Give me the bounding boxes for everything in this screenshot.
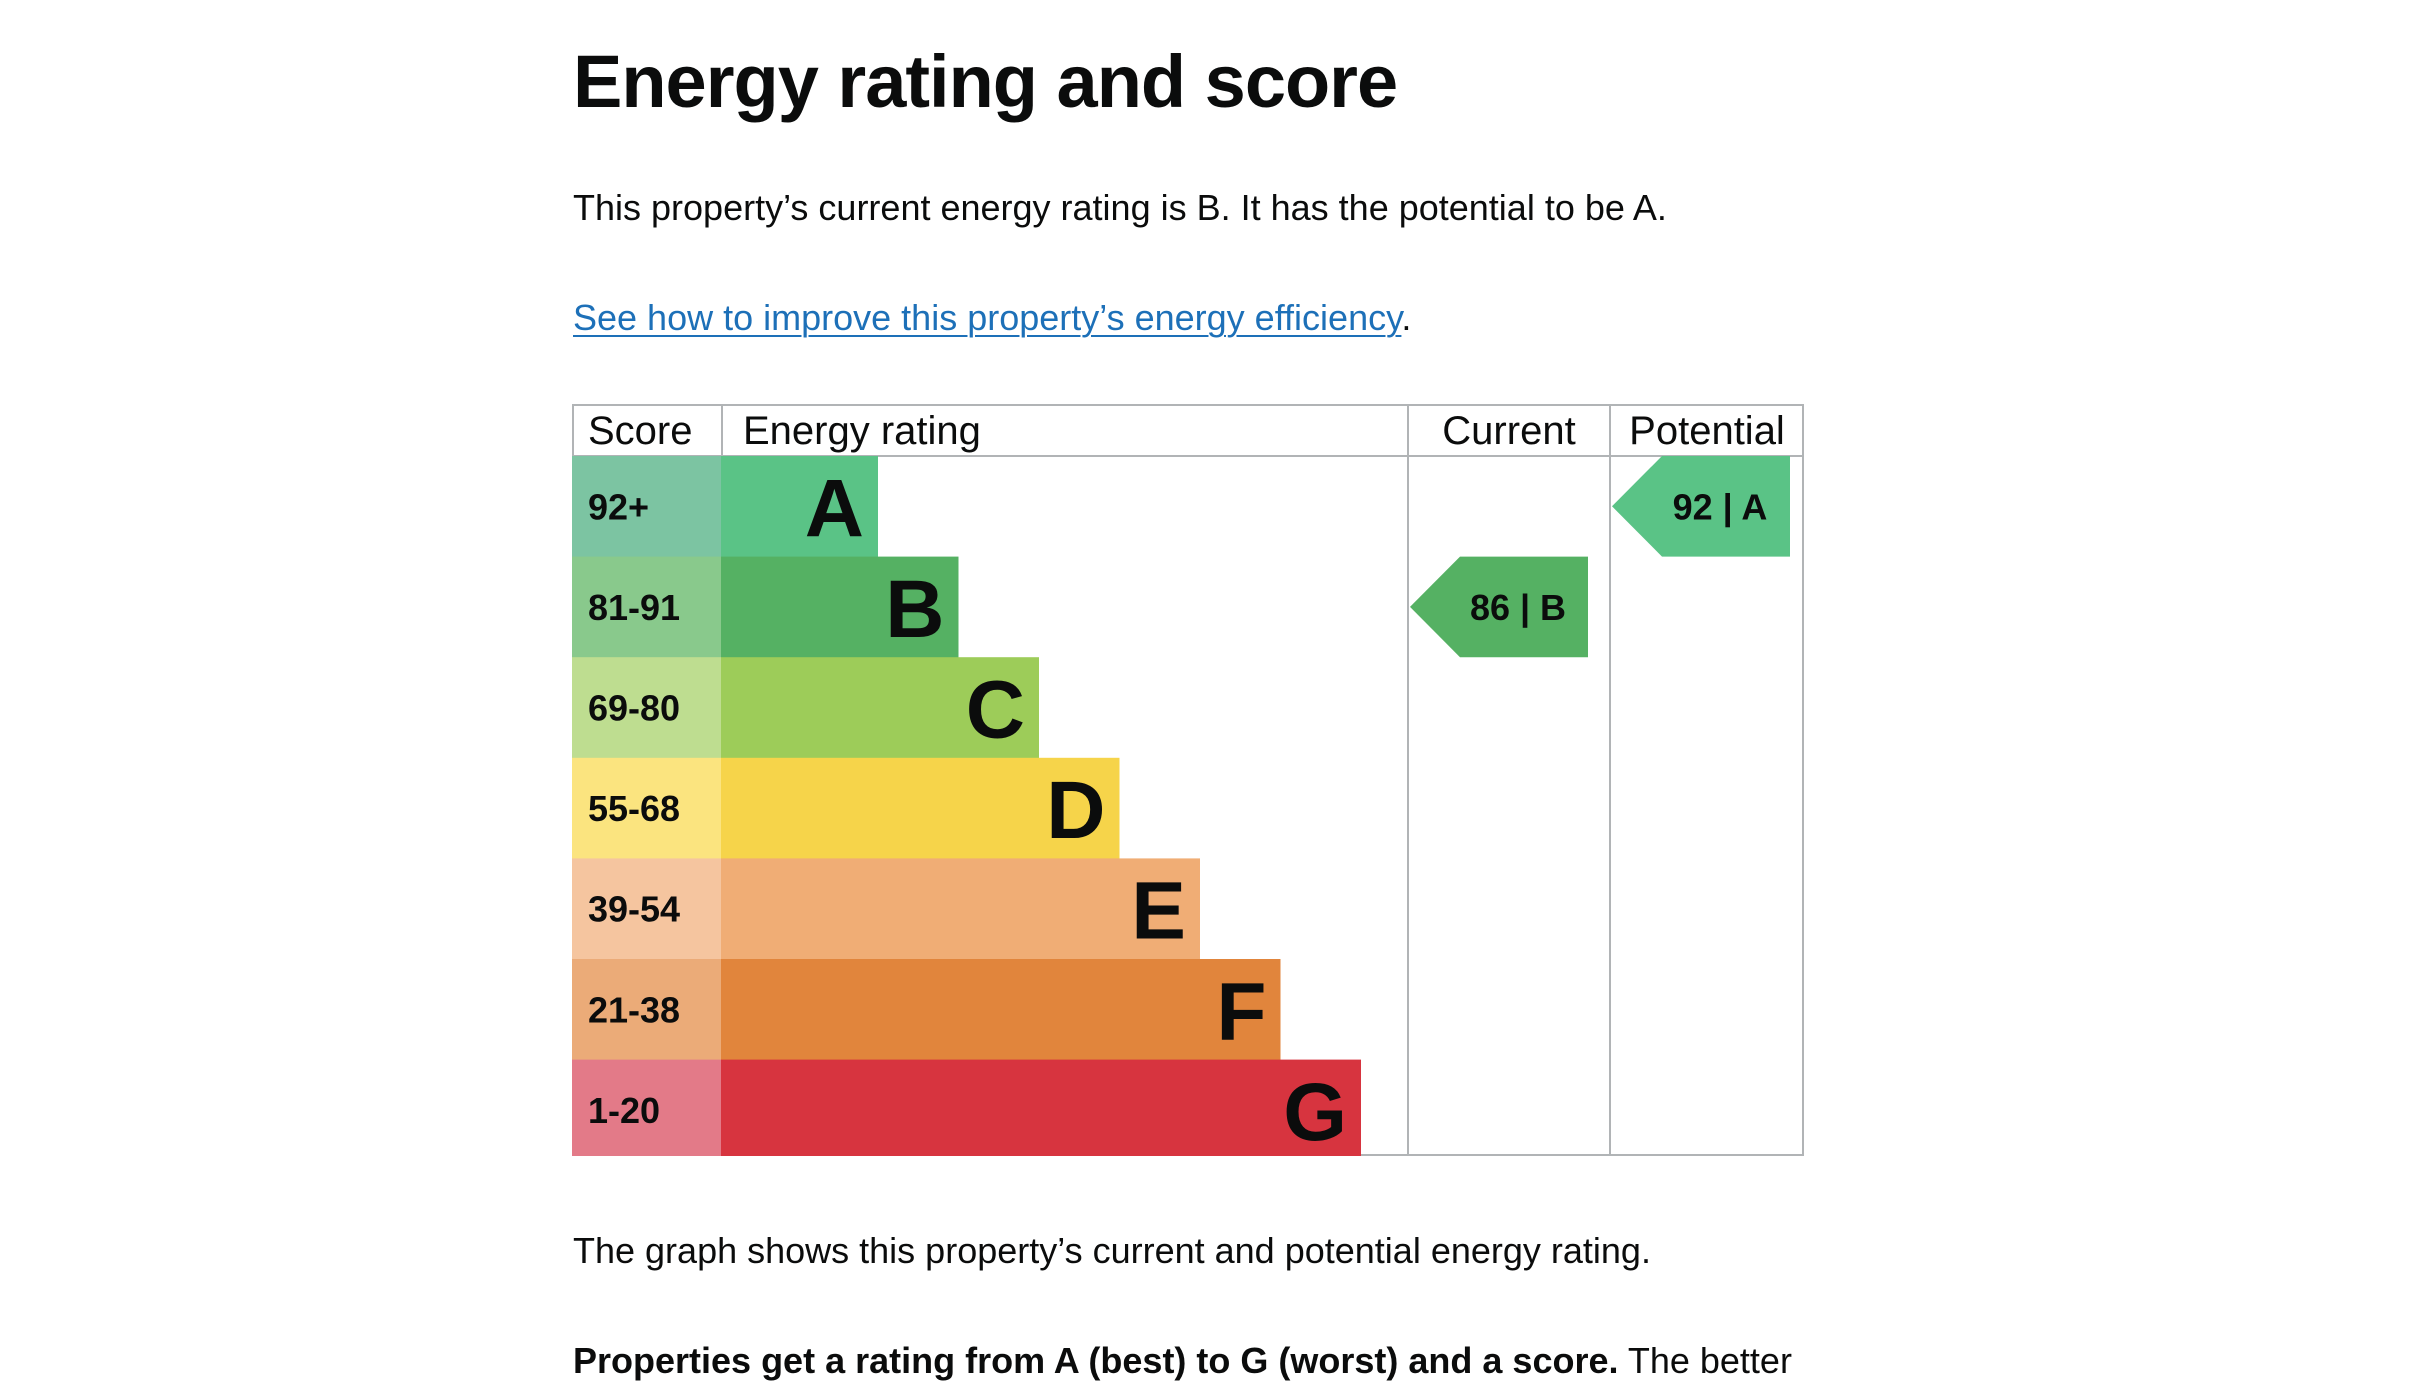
band-d-score-cell	[572, 757, 721, 859]
band-a: 92+ A	[572, 456, 878, 558]
band-c: 69-80 C	[572, 657, 1039, 759]
band-g-bar	[721, 1059, 1361, 1156]
band-a-score-cell	[572, 456, 721, 558]
band-f: 21-38 F	[572, 959, 1281, 1061]
header-energy-rating: Energy rating	[743, 409, 981, 453]
header-current: Current	[1442, 409, 1575, 453]
band-e-score: 39-54	[588, 889, 680, 930]
band-f-score: 21-38	[588, 989, 680, 1030]
band-b-score: 81-91	[588, 587, 680, 628]
band-d-bar	[721, 757, 1120, 859]
current-rating-summary: This property’s current energy rating is…	[573, 187, 1667, 228]
band-a-score: 92+	[588, 486, 649, 527]
band-f-bar	[721, 959, 1281, 1061]
band-f-score-cell	[572, 959, 721, 1061]
band-d-letter: D	[1046, 765, 1105, 856]
band-g-score-cell	[572, 1059, 721, 1156]
band-g: 1-20 G	[572, 1059, 1361, 1156]
header-potential: Potential	[1629, 409, 1785, 453]
rating-markers: 86 | B 92 | A	[1410, 456, 1790, 658]
band-a-bar	[721, 456, 878, 558]
rating-explanation: Properties get a rating from A (best) to…	[573, 1336, 1792, 1386]
improve-paragraph: See how to improve this property’s energ…	[573, 293, 1411, 343]
band-c-letter: C	[966, 665, 1025, 756]
band-f-letter: F	[1216, 966, 1266, 1057]
potential-rating-label: 92 | A	[1673, 486, 1768, 528]
band-b-bar	[721, 556, 959, 658]
improve-efficiency-link[interactable]: See how to improve this property’s energ…	[573, 297, 1402, 338]
energy-rating-graph: Score Energy rating Current Potential 92…	[572, 404, 1804, 1156]
band-c-bar	[721, 657, 1039, 759]
band-b-score-cell	[572, 556, 721, 658]
current-rating-arrow	[1410, 556, 1588, 658]
band-e-bar	[721, 858, 1200, 960]
energy-rating-chart: Score Energy rating Current Potential 92…	[572, 404, 1804, 1156]
improve-link-suffix: .	[1401, 297, 1412, 338]
band-g-score: 1-20	[588, 1090, 660, 1131]
potential-rating-arrow	[1612, 456, 1790, 557]
band-d-score: 55-68	[588, 788, 680, 829]
rating-bands: 92+ A 81-91 B 69-80 C 55-68 D 39-54 E 21-38 F 1-20 G	[572, 456, 1361, 1156]
band-e-score-cell	[572, 858, 721, 960]
band-c-score: 69-80	[588, 688, 680, 729]
band-c-score-cell	[572, 657, 721, 759]
band-e: 39-54 E	[572, 858, 1200, 960]
band-a-letter: A	[805, 463, 864, 554]
rating-explanation-rest: The better	[1618, 1340, 1792, 1381]
header-score: Score	[588, 409, 693, 453]
band-b-letter: B	[885, 564, 944, 655]
band-b: 81-91 B	[572, 556, 959, 658]
band-g-letter: G	[1283, 1067, 1347, 1156]
band-e-letter: E	[1131, 866, 1186, 957]
graph-caption: The graph shows this property’s current …	[573, 1230, 1651, 1271]
current-rating-label: 86 | B	[1470, 587, 1566, 629]
rating-explanation-bold: Properties get a rating from A (best) to…	[573, 1340, 1619, 1381]
page-title: Energy rating and score	[573, 40, 1398, 123]
band-d: 55-68 D	[572, 757, 1120, 859]
